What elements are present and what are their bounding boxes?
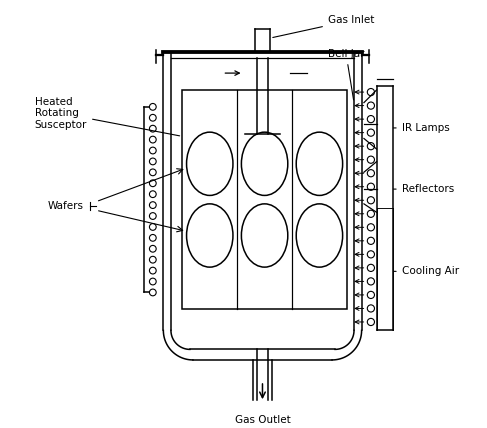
Text: Cooling Air: Cooling Air	[393, 266, 459, 276]
Text: Heated
Rotating
Susceptor: Heated Rotating Susceptor	[35, 97, 180, 136]
Text: Bell Jar: Bell Jar	[328, 49, 364, 100]
Text: IR Lamps: IR Lamps	[393, 123, 450, 133]
Text: Gas Inlet: Gas Inlet	[273, 15, 374, 38]
Text: Gas Outlet: Gas Outlet	[235, 415, 290, 425]
Bar	[182, 90, 347, 309]
Text: Reflectors: Reflectors	[393, 184, 454, 194]
Text: Wafers: Wafers	[47, 201, 83, 211]
